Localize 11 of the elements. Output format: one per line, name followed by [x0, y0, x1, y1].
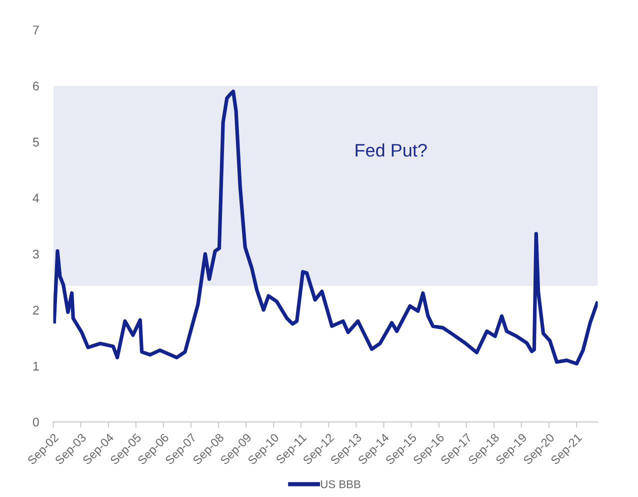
y-tick-label: 4 — [32, 194, 40, 202]
y-tick-label: 3 — [32, 250, 39, 259]
y-tick-label: 1 — [33, 362, 39, 370]
y-tick-label: 2 — [33, 306, 39, 314]
y-tick-label: 0 — [32, 418, 39, 427]
y-tick-label: 7 — [33, 26, 39, 34]
line-series — [53, 90, 598, 366]
legend-label: US BBB — [321, 480, 360, 488]
y-tick-label: 6 — [33, 82, 39, 90]
y-tick-label: 5 — [32, 138, 39, 147]
band-label: Fed Put? — [356, 143, 427, 157]
